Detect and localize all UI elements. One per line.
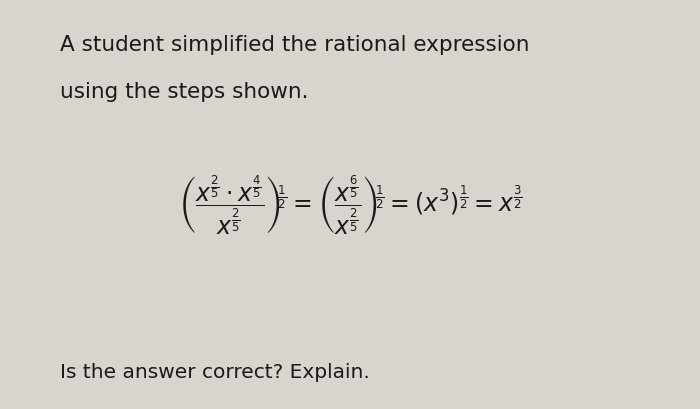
Text: A student simplified the rational expression: A student simplified the rational expres… xyxy=(60,35,529,55)
Text: $\left(\dfrac{x^{\frac{2}{5}} \cdot x^{\frac{4}{5}}}{x^{\frac{2}{5}}}\right)^{\!: $\left(\dfrac{x^{\frac{2}{5}} \cdot x^{\… xyxy=(178,173,522,236)
Text: Is the answer correct? Explain.: Is the answer correct? Explain. xyxy=(60,362,370,381)
Text: using the steps shown.: using the steps shown. xyxy=(60,82,308,102)
